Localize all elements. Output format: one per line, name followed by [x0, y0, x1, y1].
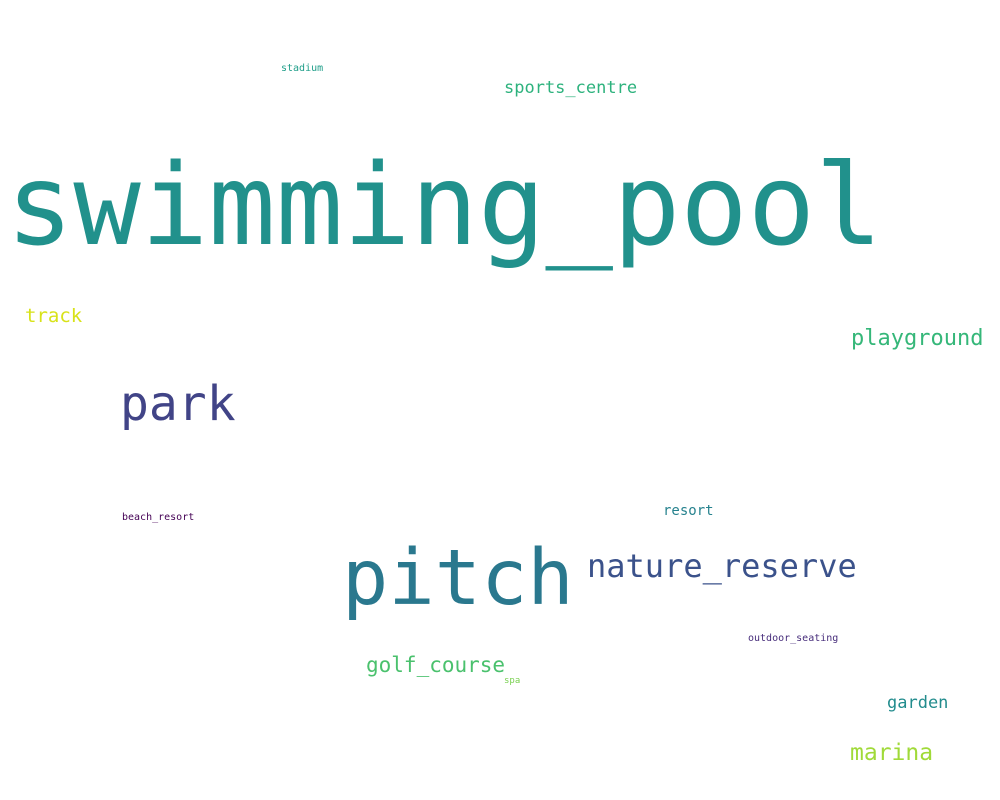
word-playground: playground [851, 326, 984, 351]
word-stadium: stadium [281, 63, 324, 74]
word-marina: marina [850, 740, 934, 766]
word-beach-resort: beach_resort [122, 512, 195, 523]
word-outdoor-seating: outdoor_seating [748, 633, 839, 644]
word-sports-centre: sports_centre [504, 78, 638, 98]
word-track: track [25, 305, 83, 327]
word-spa: spa [504, 676, 521, 686]
word-park: park [120, 376, 236, 432]
word-golf-course: golf_course [366, 653, 506, 677]
word-nature-reserve: nature_reserve [587, 547, 857, 585]
word-resort: resort [663, 503, 714, 519]
word-garden: garden [887, 693, 949, 713]
word-swimming-pool: swimming_pool [6, 141, 883, 271]
word-pitch: pitch [342, 534, 574, 623]
